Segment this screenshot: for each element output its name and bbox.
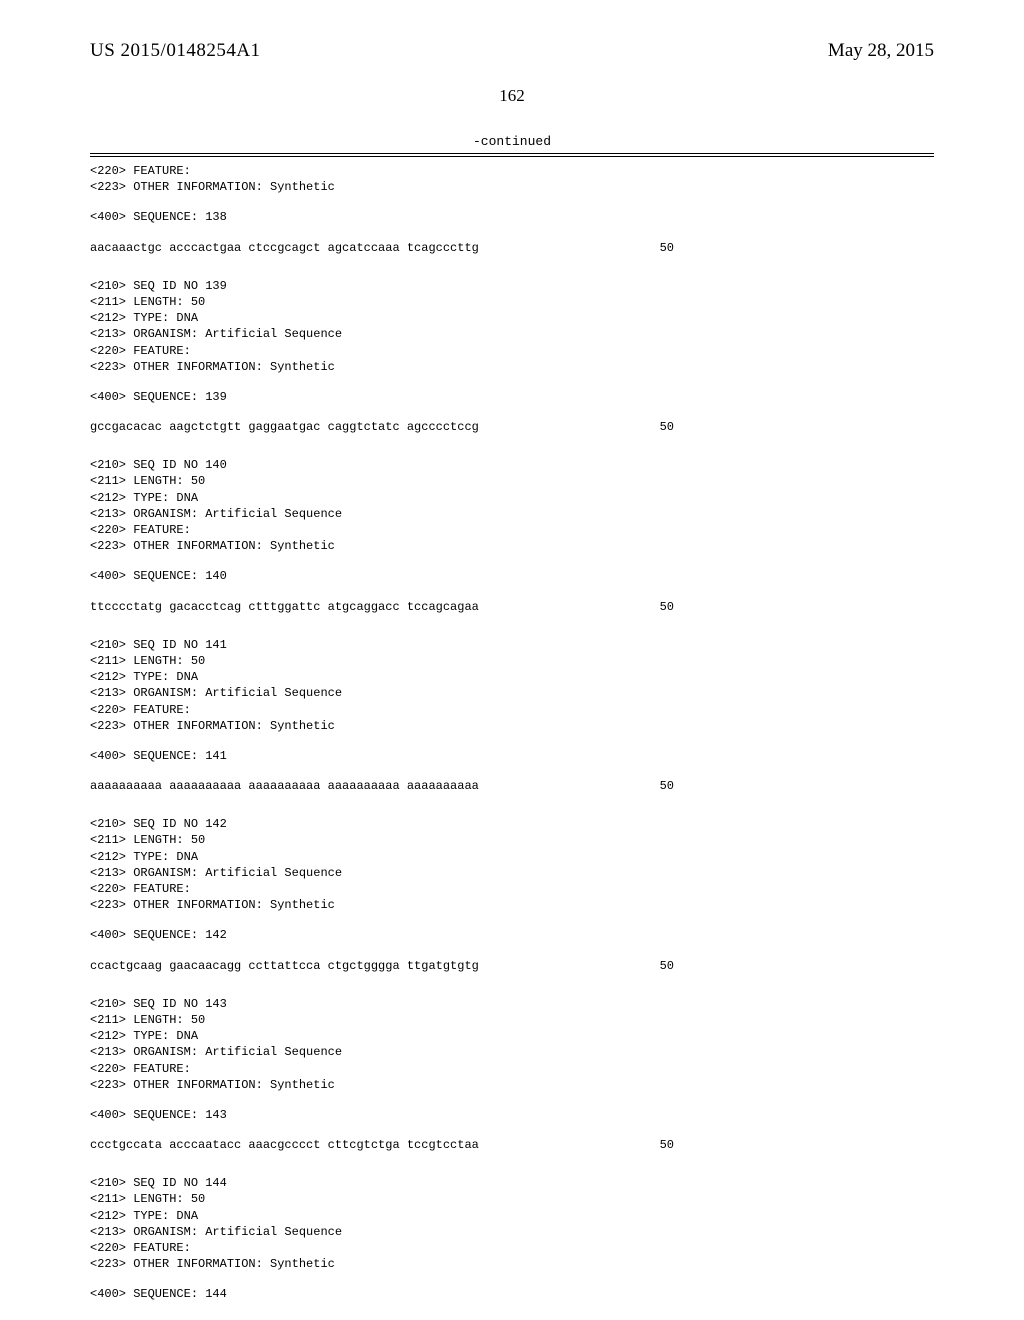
listing-line: <211> LENGTH: 50 (90, 294, 934, 310)
listing-line: <212> TYPE: DNA (90, 1028, 934, 1044)
blank-line (90, 585, 934, 599)
block-gap (90, 615, 934, 637)
sequence-row: aacaaactgc acccactgaa ctccgcagct agcatcc… (90, 240, 934, 256)
sequence-label: <400> SEQUENCE: 141 (90, 748, 934, 764)
sequence-text: ccactgcaag gaacaacagg ccttattcca ctgctgg… (90, 958, 479, 974)
sequence-length: 50 (660, 778, 934, 794)
listing-line: <220> FEATURE: (90, 1240, 934, 1256)
listing-line: <212> TYPE: DNA (90, 310, 934, 326)
sequence-length: 50 (660, 1137, 934, 1153)
blank-line (90, 195, 934, 209)
listing-line: <223> OTHER INFORMATION: Synthetic (90, 359, 934, 375)
sequence-row: ccctgccata acccaatacc aaacgcccct cttcgtc… (90, 1137, 934, 1153)
listing-line: <220> FEATURE: (90, 881, 934, 897)
listing-line: <212> TYPE: DNA (90, 490, 934, 506)
divider-thin (90, 156, 934, 157)
sequence-label: <400> SEQUENCE: 140 (90, 568, 934, 584)
blank-line (90, 226, 934, 240)
publication-number: US 2015/0148254A1 (90, 40, 261, 62)
listing-line: <220> FEATURE: (90, 343, 934, 359)
listing-line: <220> FEATURE: (90, 702, 934, 718)
blank-line (90, 1272, 934, 1286)
listing-line: <220> FEATURE: (90, 163, 934, 179)
listing-line: <223> OTHER INFORMATION: Synthetic (90, 1077, 934, 1093)
page-number: 162 (90, 86, 934, 106)
sequence-label: <400> SEQUENCE: 144 (90, 1286, 934, 1302)
blank-line (90, 1093, 934, 1107)
listing-line: <211> LENGTH: 50 (90, 832, 934, 848)
listing-line: <220> FEATURE: (90, 522, 934, 538)
header-row: US 2015/0148254A1 May 28, 2015 (90, 40, 934, 62)
sequence-label: <400> SEQUENCE: 138 (90, 209, 934, 225)
sequence-row: ttcccctatg gacacctcag ctttggattc atgcagg… (90, 599, 934, 615)
blank-line (90, 1123, 934, 1137)
listing-line: <210> SEQ ID NO 144 (90, 1175, 934, 1191)
listing-line: <211> LENGTH: 50 (90, 653, 934, 669)
listing-line: <220> FEATURE: (90, 1061, 934, 1077)
sequence-length: 50 (660, 599, 934, 615)
sequence-text: ccctgccata acccaatacc aaacgcccct cttcgtc… (90, 1137, 479, 1153)
listing-line: <210> SEQ ID NO 141 (90, 637, 934, 653)
blank-line (90, 554, 934, 568)
block-gap (90, 435, 934, 457)
listing-line: <213> ORGANISM: Artificial Sequence (90, 1044, 934, 1060)
blank-line (90, 375, 934, 389)
block-gap (90, 1153, 934, 1175)
sequence-label: <400> SEQUENCE: 143 (90, 1107, 934, 1123)
listing-line: <213> ORGANISM: Artificial Sequence (90, 326, 934, 342)
sequence-row: aaaaaaaaaa aaaaaaaaaa aaaaaaaaaa aaaaaaa… (90, 778, 934, 794)
listing-line: <223> OTHER INFORMATION: Synthetic (90, 538, 934, 554)
listing-line: <212> TYPE: DNA (90, 849, 934, 865)
sequence-length: 50 (660, 240, 934, 256)
listing-line: <210> SEQ ID NO 140 (90, 457, 934, 473)
listing-line: <223> OTHER INFORMATION: Synthetic (90, 897, 934, 913)
sequence-label: <400> SEQUENCE: 139 (90, 389, 934, 405)
sequence-label: <400> SEQUENCE: 142 (90, 927, 934, 943)
listing-line: <210> SEQ ID NO 142 (90, 816, 934, 832)
continued-label: -continued (90, 134, 934, 149)
sequence-row: gccgacacac aagctctgtt gaggaatgac caggtct… (90, 419, 934, 435)
listing-line: <213> ORGANISM: Artificial Sequence (90, 685, 934, 701)
blank-line (90, 913, 934, 927)
block-gap (90, 794, 934, 816)
divider-top (90, 153, 934, 154)
sequence-text: aacaaactgc acccactgaa ctccgcagct agcatcc… (90, 240, 479, 256)
listing-line: <213> ORGANISM: Artificial Sequence (90, 506, 934, 522)
sequence-listing: <220> FEATURE:<223> OTHER INFORMATION: S… (90, 163, 934, 1303)
sequence-text: gccgacacac aagctctgtt gaggaatgac caggtct… (90, 419, 479, 435)
listing-line: <212> TYPE: DNA (90, 1208, 934, 1224)
block-gap (90, 974, 934, 996)
blank-line (90, 944, 934, 958)
listing-line: <212> TYPE: DNA (90, 669, 934, 685)
listing-line: <210> SEQ ID NO 143 (90, 996, 934, 1012)
listing-line: <211> LENGTH: 50 (90, 1191, 934, 1207)
blank-line (90, 764, 934, 778)
listing-line: <211> LENGTH: 50 (90, 473, 934, 489)
sequence-length: 50 (660, 958, 934, 974)
listing-line: <211> LENGTH: 50 (90, 1012, 934, 1028)
blank-line (90, 734, 934, 748)
page-container: US 2015/0148254A1 May 28, 2015 162 -cont… (0, 0, 1024, 1320)
publication-date: May 28, 2015 (828, 40, 934, 62)
sequence-row: ccactgcaag gaacaacagg ccttattcca ctgctgg… (90, 958, 934, 974)
sequence-text: aaaaaaaaaa aaaaaaaaaa aaaaaaaaaa aaaaaaa… (90, 778, 479, 794)
listing-line: <223> OTHER INFORMATION: Synthetic (90, 1256, 934, 1272)
sequence-length: 50 (660, 419, 934, 435)
listing-line: <213> ORGANISM: Artificial Sequence (90, 1224, 934, 1240)
listing-line: <213> ORGANISM: Artificial Sequence (90, 865, 934, 881)
listing-line: <210> SEQ ID NO 139 (90, 278, 934, 294)
block-gap (90, 256, 934, 278)
listing-line: <223> OTHER INFORMATION: Synthetic (90, 179, 934, 195)
sequence-text: ttcccctatg gacacctcag ctttggattc atgcagg… (90, 599, 479, 615)
blank-line (90, 405, 934, 419)
listing-line: <223> OTHER INFORMATION: Synthetic (90, 718, 934, 734)
